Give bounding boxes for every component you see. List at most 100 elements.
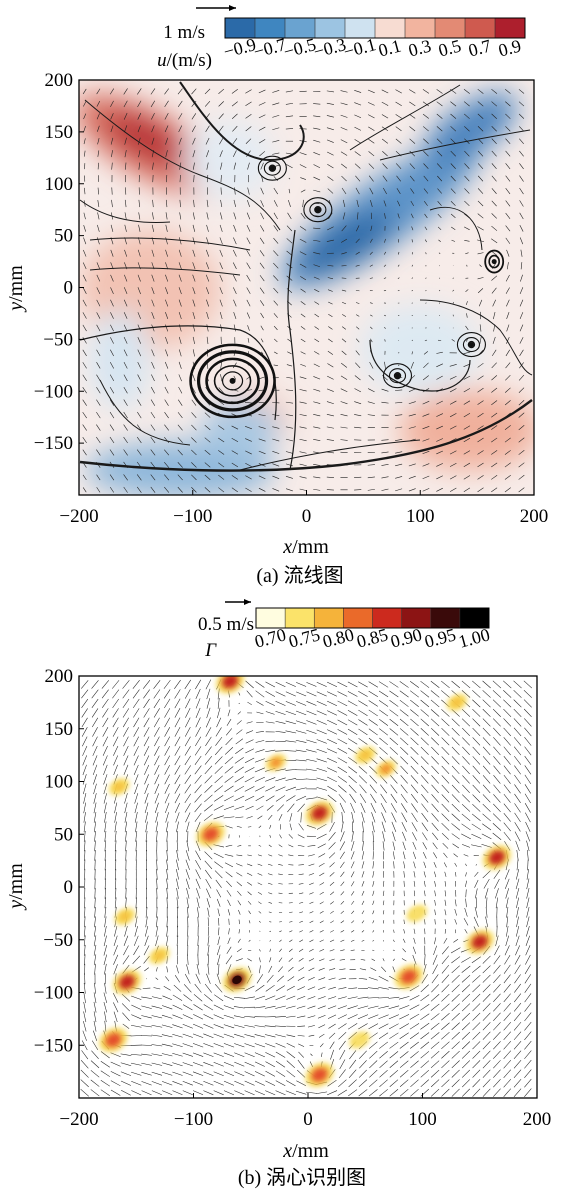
- velocity-arrow: [179, 224, 182, 232]
- velocity-arrow: [227, 899, 231, 907]
- velocity-arrow: [234, 1090, 245, 1096]
- velocity-arrow: [491, 238, 498, 244]
- velocity-arrow: [192, 224, 196, 232]
- velocity-arrow: [413, 900, 416, 906]
- velocity-arrow: [275, 710, 286, 715]
- colorbar-swatch: [314, 608, 344, 628]
- velocity-arrow: [93, 812, 97, 823]
- velocity-arrow: [450, 175, 456, 182]
- velocity-arrow: [269, 948, 271, 952]
- velocity-arrow: [338, 1040, 346, 1050]
- velocity-arrow: [247, 900, 252, 905]
- velocity-arrow: [319, 939, 324, 943]
- velocity-arrow: [226, 890, 232, 897]
- velocity-arrow: [254, 1080, 265, 1086]
- velocity-arrow: [464, 240, 470, 242]
- velocity-arrow: [245, 462, 252, 467]
- velocity-arrow: [368, 719, 378, 726]
- velocity-arrow: [182, 1090, 193, 1096]
- velocity-arrow: [493, 1041, 501, 1050]
- velocity-arrow: [401, 821, 407, 832]
- x-tick-label: 0: [303, 1109, 313, 1130]
- velocity-arrow: [525, 831, 531, 842]
- velocity-arrow: [316, 833, 327, 840]
- velocity-arrow: [481, 843, 492, 848]
- velocity-arrow: [327, 767, 338, 773]
- velocity-arrow: [125, 830, 127, 842]
- velocity-arrow: [420, 994, 430, 1002]
- velocity-arrow: [136, 486, 142, 493]
- velocity-arrow: [451, 718, 460, 727]
- velocity-arrow: [141, 1081, 152, 1086]
- velocity-arrow: [122, 717, 129, 728]
- velocity-arrow: [355, 187, 360, 195]
- velocity-arrow: [327, 748, 338, 754]
- velocity-arrow: [327, 188, 334, 194]
- velocity-arrow: [319, 882, 325, 886]
- velocity-arrow: [395, 439, 403, 441]
- velocity-arrow: [248, 965, 252, 973]
- velocity-arrow: [260, 225, 265, 232]
- velocity-arrow: [131, 1090, 142, 1096]
- velocity-arrow: [93, 992, 97, 1004]
- velocity-arrow: [164, 411, 169, 419]
- panel-a: 1 m/s u/(m/s) −0.9−0.7−0.5−0.3−0.10.1 0.3…: [5, 5, 548, 587]
- velocity-arrow: [327, 729, 338, 735]
- velocity-arrow: [505, 212, 511, 219]
- velocity-arrow: [513, 680, 522, 689]
- velocity-arrow: [493, 1003, 501, 1012]
- velocity-arrow: [273, 237, 279, 244]
- velocity-arrow: [145, 906, 148, 918]
- velocity-arrow: [464, 163, 470, 169]
- velocity-arrow: [436, 363, 443, 368]
- velocity-arrow: [482, 775, 491, 784]
- velocity-arrow: [131, 1080, 142, 1086]
- velocity-arrow: [462, 727, 470, 736]
- velocity-arrow: [339, 851, 345, 860]
- velocity-arrow: [525, 954, 531, 965]
- velocity-arrow: [390, 775, 398, 784]
- velocity-arrow: [279, 939, 282, 942]
- velocity-arrow: [338, 1079, 347, 1087]
- velocity-arrow: [350, 840, 355, 851]
- velocity-arrow: [137, 312, 141, 319]
- velocity-arrow: [477, 200, 484, 207]
- velocity-arrow: [103, 783, 108, 795]
- velocity-arrow: [368, 1023, 379, 1030]
- velocity-arrow: [185, 698, 191, 709]
- velocity-arrow: [246, 863, 253, 867]
- velocity-arrow: [164, 386, 169, 394]
- velocity-arrow: [401, 812, 408, 823]
- velocity-arrow: [93, 1001, 97, 1013]
- velocity-arrow: [300, 351, 306, 355]
- velocity-arrow: [307, 996, 316, 1000]
- velocity-arrow: [203, 1043, 214, 1048]
- velocity-arrow: [358, 709, 368, 717]
- velocity-arrow: [272, 127, 280, 131]
- velocity-arrow: [259, 957, 261, 963]
- velocity-arrow: [327, 151, 334, 156]
- velocity-arrow: [482, 1050, 491, 1059]
- velocity-arrow: [327, 691, 338, 697]
- velocity-arrow: [318, 1033, 325, 1038]
- velocity-arrow: [273, 338, 278, 343]
- velocity-arrow: [367, 89, 375, 94]
- velocity-arrow: [347, 719, 358, 726]
- velocity-arrow: [182, 1004, 193, 1011]
- velocity-arrow: [151, 374, 155, 382]
- velocity-arrow: [461, 993, 471, 1002]
- velocity-arrow: [450, 213, 456, 219]
- velocity-arrow: [244, 795, 255, 801]
- velocity-arrow: [492, 690, 502, 698]
- velocity-arrow: [347, 1005, 358, 1010]
- velocity-arrow: [273, 187, 278, 195]
- velocity-arrow: [300, 276, 307, 281]
- quiver-arrows-a: [82, 88, 525, 493]
- velocity-arrow: [275, 768, 286, 772]
- velocity-arrow: [505, 150, 511, 157]
- velocity-arrow: [109, 399, 115, 406]
- velocity-arrow: [451, 794, 460, 803]
- velocity-arrow: [430, 1069, 440, 1078]
- velocity-arrow: [389, 1079, 399, 1087]
- velocity-arrow: [275, 786, 286, 792]
